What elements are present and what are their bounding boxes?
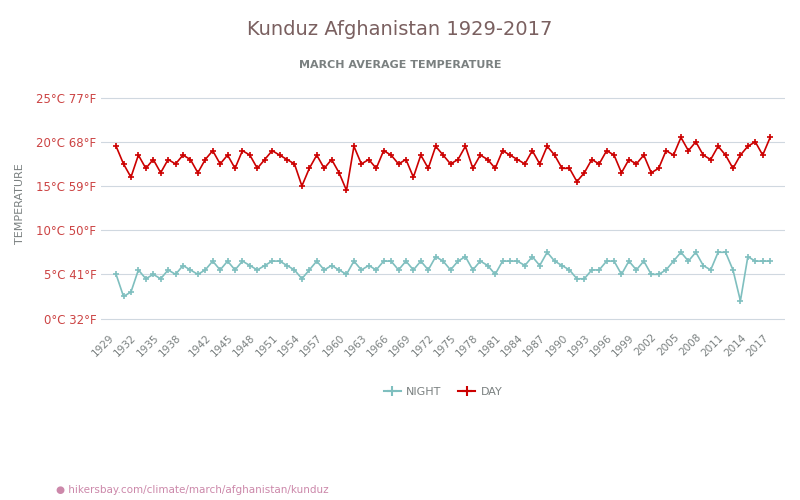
Text: Kunduz Afghanistan 1929-2017: Kunduz Afghanistan 1929-2017 <box>247 20 553 39</box>
Legend: NIGHT, DAY: NIGHT, DAY <box>379 382 506 401</box>
Y-axis label: TEMPERATURE: TEMPERATURE <box>15 164 25 244</box>
Text: ● hikersbay.com/climate/march/afghanistan/kunduz: ● hikersbay.com/climate/march/afghanista… <box>56 485 329 495</box>
Text: MARCH AVERAGE TEMPERATURE: MARCH AVERAGE TEMPERATURE <box>298 60 502 70</box>
